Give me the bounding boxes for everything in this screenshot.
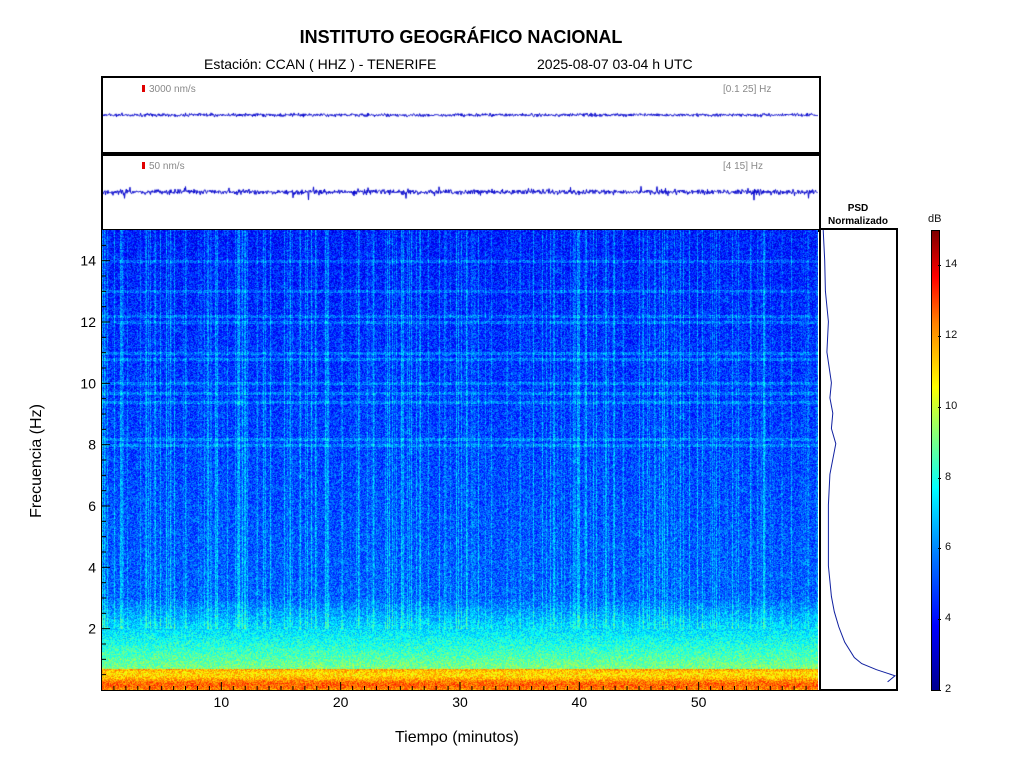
trace1-scale-label: 3000 nm/s (149, 84, 196, 95)
y-tick-label: 4 (88, 559, 96, 575)
colorbar-unit: dB (928, 213, 942, 225)
colorbar-tick-mark (938, 406, 941, 408)
colorbar-tick-mark (938, 690, 941, 691)
station-label: Estación: CCAN ( HHZ ) - TENERIFE (204, 56, 437, 72)
y-tick-label: 12 (80, 314, 96, 330)
x-axis-title: Tiempo (minutos) (395, 729, 519, 746)
psd-frame (819, 228, 898, 691)
colorbar-tick-label: 2 (945, 683, 952, 695)
trace1-band-label: [0.1 25] Hz (723, 84, 772, 95)
y-tick-label: 8 (88, 437, 96, 453)
trace2-scale-bar (142, 162, 145, 169)
colorbar (931, 230, 940, 691)
colorbar-tick-mark (938, 477, 941, 479)
x-tick-label: 40 (572, 694, 588, 710)
colorbar-tick-mark (938, 548, 941, 550)
colorbar-tick-mark (938, 336, 941, 338)
y-axis-title: Frecuencia (Hz) (28, 404, 45, 518)
colorbar-tick-mark (938, 265, 941, 267)
x-tick-label: 30 (452, 694, 468, 710)
colorbar-tick-label: 14 (945, 258, 958, 271)
y-tick-label: 6 (88, 498, 96, 514)
colorbar-tick-mark (938, 619, 941, 621)
y-tick-label: 14 (80, 253, 96, 269)
colorbar-tick-label: 8 (945, 470, 952, 483)
trace2-scale-label: 50 nm/s (149, 161, 185, 172)
colorbar-tick-label: 12 (945, 329, 958, 342)
trace2-band-label: [4 15] Hz (723, 161, 764, 172)
x-tick-label: 10 (214, 694, 230, 710)
psd-title: PSD Normalizado (818, 202, 898, 228)
colorbar-tick-label: 10 (945, 399, 958, 412)
spectrogram-heatmap (102, 230, 818, 690)
psd-line (822, 229, 897, 683)
datetime-label: 2025-08-07 03-04 h UTC (537, 56, 693, 72)
x-tick-label: 20 (333, 694, 349, 710)
y-tick-label: 10 (80, 375, 96, 391)
colorbar-tick-label: 4 (945, 612, 952, 625)
y-tick-label: 2 (88, 621, 96, 637)
seismogram-broadband (102, 77, 818, 153)
chart-title: INSTITUTO GEOGRÁFICO NACIONAL (299, 27, 623, 47)
colorbar-tick-label: 6 (945, 541, 952, 554)
psd-title-line2: Normalizado (827, 216, 888, 227)
psd-title-line1: PSD (847, 203, 869, 214)
x-tick-label: 50 (691, 694, 707, 710)
psd-profile-plot (822, 229, 897, 683)
trace1-scale-bar (142, 85, 145, 92)
seismogram-filtered (102, 154, 818, 230)
